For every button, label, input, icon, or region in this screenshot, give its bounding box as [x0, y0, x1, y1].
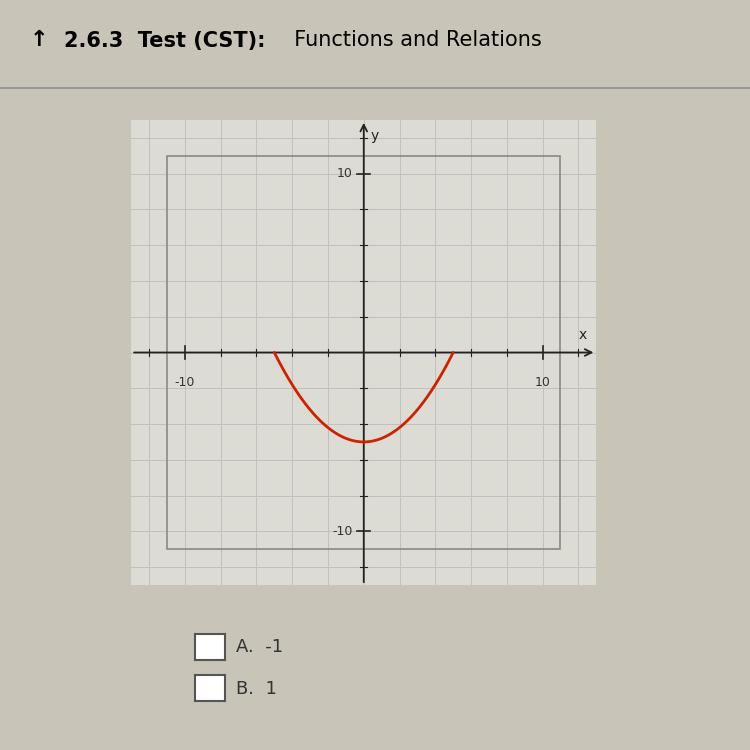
Text: Functions and Relations: Functions and Relations	[281, 31, 542, 50]
Text: x: x	[579, 328, 587, 342]
Text: ↑: ↑	[30, 31, 72, 50]
Bar	[167, 156, 560, 549]
Text: 10: 10	[535, 376, 550, 388]
Text: -10: -10	[175, 376, 195, 388]
Text: A.  -1: A. -1	[236, 638, 284, 656]
Text: 10: 10	[338, 167, 353, 180]
Text: B.  1: B. 1	[236, 680, 278, 698]
Text: y: y	[371, 129, 380, 143]
Text: -10: -10	[333, 525, 353, 538]
Text: 2.6.3  Test (CST):: 2.6.3 Test (CST):	[64, 31, 266, 50]
